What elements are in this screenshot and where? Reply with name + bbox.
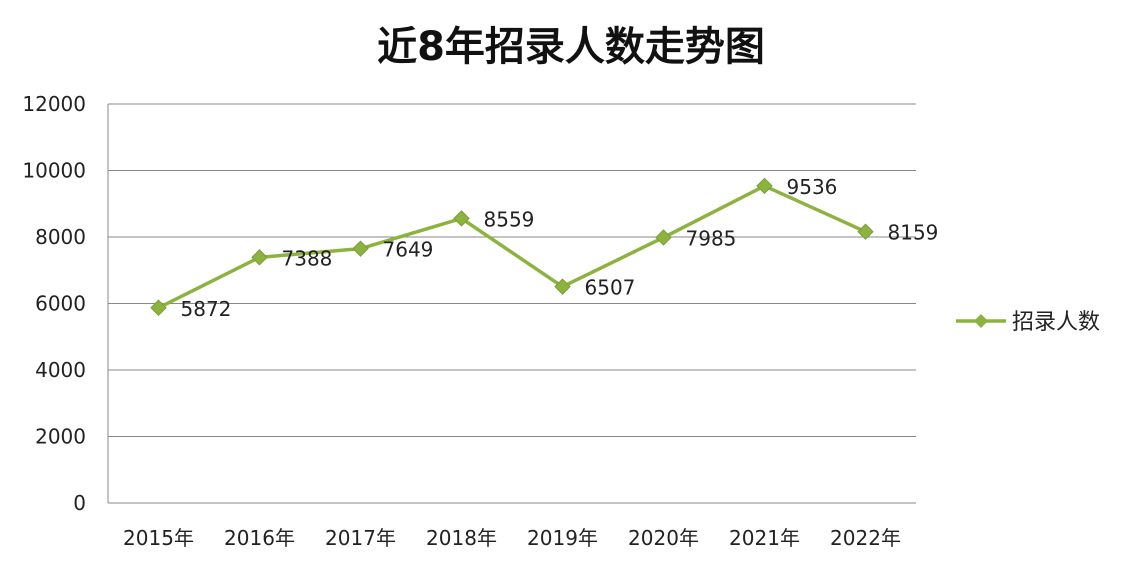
x-tick-label: 2018年	[426, 526, 497, 550]
y-tick-label: 4000	[35, 358, 86, 382]
data-label: 6507	[585, 276, 636, 300]
legend-label: 招录人数	[1012, 310, 1100, 335]
series-line	[157, 184, 867, 310]
data-point-marker	[857, 223, 874, 240]
x-tick-label: 2015年	[123, 526, 194, 550]
data-point-marker	[756, 177, 773, 195]
data-point-marker	[251, 249, 268, 266]
data-label: 7388	[282, 246, 333, 270]
x-tick-label: 2021年	[729, 526, 800, 550]
axes	[107, 104, 916, 504]
data-point-marker	[554, 278, 571, 295]
data-point-marker	[150, 299, 167, 316]
x-tick-label: 2016年	[224, 526, 295, 550]
x-tick-label: 2020年	[628, 526, 699, 550]
y-tick-label: 12000	[22, 92, 86, 116]
data-label: 5872	[181, 297, 232, 321]
data-point-marker	[453, 210, 470, 227]
data-label: 8159	[888, 221, 939, 245]
data-label: 7985	[686, 226, 737, 250]
x-axis-ticks: 2015年 2016年 2017年 2018年 2019年 2020年 2021年 2022年	[123, 526, 901, 550]
data-label: 9536	[787, 175, 838, 199]
x-tick-label: 2019年	[527, 526, 598, 550]
series-layer: 5872 7388 7649 8559 6507 7985 9536 8159	[150, 175, 939, 321]
y-axis-ticks: 0 2000 4000 6000 8000 10000 12000	[22, 92, 86, 515]
y-tick-label: 2000	[35, 425, 86, 449]
chart-title: 近8年招录人数走势图	[377, 24, 765, 70]
y-tick-label: 8000	[35, 225, 86, 249]
legend: 招录人数	[956, 310, 1100, 335]
data-point-marker	[655, 229, 672, 246]
grid-lines	[108, 103, 916, 437]
data-point-marker	[352, 240, 369, 257]
y-tick-label: 10000	[22, 159, 86, 183]
x-tick-label: 2017年	[325, 526, 396, 550]
y-tick-label: 0	[73, 491, 86, 515]
legend-swatch-marker	[974, 314, 988, 328]
x-tick-label: 2022年	[830, 526, 901, 550]
y-tick-label: 6000	[35, 292, 86, 316]
data-label: 7649	[383, 238, 434, 262]
data-label: 8559	[484, 207, 535, 231]
